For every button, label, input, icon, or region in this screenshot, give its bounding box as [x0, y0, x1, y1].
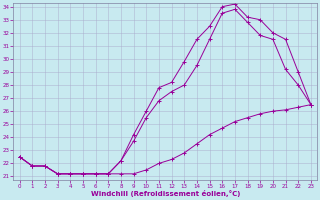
X-axis label: Windchill (Refroidissement éolien,°C): Windchill (Refroidissement éolien,°C)	[91, 190, 240, 197]
